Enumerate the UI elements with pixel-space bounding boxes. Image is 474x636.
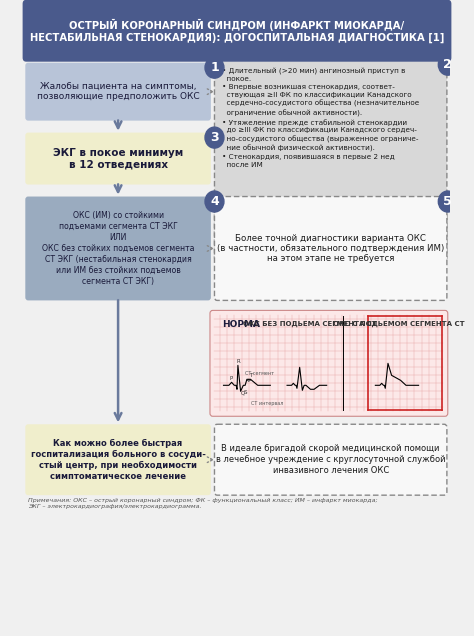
FancyBboxPatch shape: [214, 424, 447, 495]
FancyBboxPatch shape: [25, 424, 211, 495]
Text: СТ интервал: СТ интервал: [251, 401, 283, 406]
Text: Более точной диагностики варианта ОКС
(в частности, обязательного подтверждения : Более точной диагностики варианта ОКС (в…: [217, 233, 444, 263]
Text: НЕСТАБИЛЬНАЯ СТЕНОКАРДИЯ): ДОГОСПИТАЛЬНАЯ ДИАГНОСТИКА [1]: НЕСТАБИЛЬНАЯ СТЕНОКАРДИЯ): ДОГОСПИТАЛЬНА…: [30, 32, 444, 43]
Text: ОКС БЕЗ ПОДЬЕМА СЕГМЕНТА СТ: ОКС БЕЗ ПОДЬЕМА СЕГМЕНТА СТ: [243, 321, 377, 327]
Text: Примечания: ОКС – острый коронарный синдром; ФК – функциональный класс; ИМ – инф: Примечания: ОКС – острый коронарный синд…: [28, 498, 378, 509]
Circle shape: [438, 54, 457, 75]
Circle shape: [438, 191, 457, 212]
FancyBboxPatch shape: [214, 197, 447, 300]
Text: 2: 2: [443, 58, 452, 71]
Circle shape: [205, 191, 224, 212]
Text: P: P: [230, 377, 233, 382]
FancyBboxPatch shape: [25, 63, 211, 121]
Circle shape: [205, 127, 224, 148]
Text: ОКС (ИМ) со стойкими
подъемами сегмента СТ ЭКГ
ИЛИ
ОКС без стойких подъемов сегм: ОКС (ИМ) со стойкими подъемами сегмента …: [42, 211, 194, 286]
FancyBboxPatch shape: [214, 60, 447, 261]
FancyBboxPatch shape: [210, 310, 448, 417]
Text: Как можно более быстрая
госпитализация больного в сосуди-
стый центр, при необхо: Как можно более быстрая госпитализация б…: [31, 438, 206, 481]
FancyBboxPatch shape: [25, 133, 211, 184]
Text: ОКС С ПОДЬЕМОМ СЕГМЕНТА СТ: ОКС С ПОДЬЕМОМ СЕГМЕНТА СТ: [333, 321, 465, 327]
Text: ЭКГ в покое минимум
в 12 отведениях: ЭКГ в покое минимум в 12 отведениях: [53, 148, 183, 169]
Text: СТ сегмент: СТ сегмент: [245, 371, 274, 377]
Text: 4: 4: [210, 195, 219, 208]
FancyBboxPatch shape: [25, 197, 211, 300]
Text: 1: 1: [210, 61, 219, 74]
Text: R: R: [236, 359, 240, 364]
Text: 3: 3: [210, 131, 219, 144]
Circle shape: [205, 57, 224, 78]
FancyBboxPatch shape: [23, 0, 451, 62]
Text: ОСТРЫЙ КОРОНАРНЫЙ СИНДРОМ (ИНФАРКТ МИОКАРДА/: ОСТРЫЙ КОРОНАРНЫЙ СИНДРОМ (ИНФАРКТ МИОКА…: [69, 18, 405, 31]
Text: T: T: [249, 373, 252, 378]
Text: НОРМА: НОРМА: [222, 321, 260, 329]
Text: Жалобы пациента на симптомы,
позволяющие предположить ОКС: Жалобы пациента на симптомы, позволяющие…: [37, 82, 200, 101]
Text: В идеале бригадой скорой медицинской помощи
в лечебное учреждение с круглосуточн: В идеале бригадой скорой медицинской пом…: [216, 444, 446, 475]
Text: S: S: [243, 391, 247, 396]
Text: • Длительный (>20 мин) ангинозный приступ в
  покое.
• Впервые возникшая стенока: • Длительный (>20 мин) ангинозный присту…: [222, 67, 419, 167]
Text: Q: Q: [241, 391, 245, 396]
Text: 5: 5: [443, 195, 452, 208]
